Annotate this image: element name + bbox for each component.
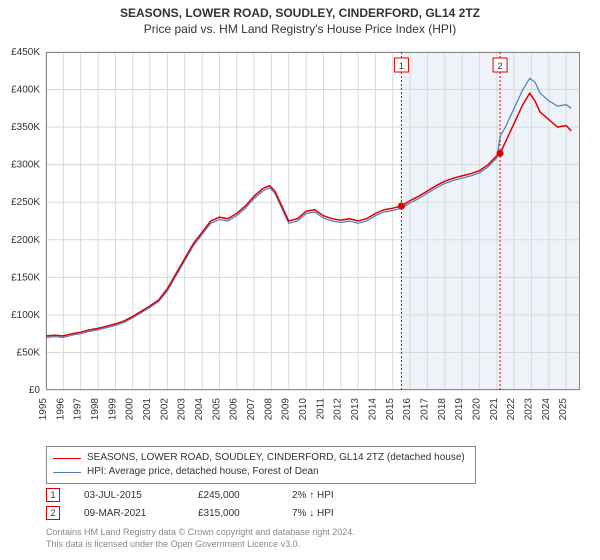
svg-text:2000: 2000 [125, 398, 136, 421]
svg-text:2009: 2009 [281, 398, 292, 421]
svg-text:2007: 2007 [246, 398, 257, 421]
marker-table: 1 03-JUL-2015 £245,000 2% ↑ HPI 2 09-MAR… [46, 486, 334, 522]
legend-label-hpi: HPI: Average price, detached house, Fore… [87, 465, 319, 479]
svg-text:2003: 2003 [177, 398, 188, 421]
marker-badge-2: 2 [46, 506, 60, 520]
legend-row-hpi: HPI: Average price, detached house, Fore… [53, 465, 469, 479]
marker-date-1: 03-JUL-2015 [84, 490, 174, 501]
chart-area: £0£50K£100K£150K£200K£250K£300K£350K£400… [46, 48, 584, 418]
svg-text:2018: 2018 [437, 398, 448, 421]
legend-label-property: SEASONS, LOWER ROAD, SOUDLEY, CINDERFORD… [87, 451, 465, 465]
marker-date-2: 09-MAR-2021 [84, 508, 174, 519]
svg-text:2012: 2012 [333, 398, 344, 421]
svg-text:£150K: £150K [11, 272, 40, 283]
svg-text:1995: 1995 [38, 398, 49, 421]
marker-row-2: 2 09-MAR-2021 £315,000 7% ↓ HPI [46, 504, 334, 522]
svg-text:2010: 2010 [298, 398, 309, 421]
svg-text:2: 2 [498, 61, 503, 71]
svg-text:1: 1 [399, 61, 404, 71]
marker-price-1: £245,000 [198, 490, 268, 501]
svg-text:2002: 2002 [159, 398, 170, 421]
legend: SEASONS, LOWER ROAD, SOUDLEY, CINDERFORD… [46, 446, 476, 484]
svg-text:£0: £0 [29, 385, 41, 396]
svg-text:2005: 2005 [211, 398, 222, 421]
marker-badge-1: 1 [46, 488, 60, 502]
svg-text:£100K: £100K [11, 310, 40, 321]
legend-row-property: SEASONS, LOWER ROAD, SOUDLEY, CINDERFORD… [53, 451, 469, 465]
svg-text:2006: 2006 [229, 398, 240, 421]
svg-text:2022: 2022 [506, 398, 517, 421]
svg-text:2024: 2024 [541, 398, 552, 421]
chart-svg: £0£50K£100K£150K£200K£250K£300K£350K£400… [46, 48, 584, 418]
svg-text:2019: 2019 [454, 398, 465, 421]
svg-text:2014: 2014 [367, 398, 378, 421]
svg-text:2016: 2016 [402, 398, 413, 421]
svg-text:£250K: £250K [11, 197, 40, 208]
svg-text:1998: 1998 [90, 398, 101, 421]
svg-text:2025: 2025 [558, 398, 569, 421]
svg-text:2015: 2015 [385, 398, 396, 421]
svg-text:2020: 2020 [471, 398, 482, 421]
svg-text:£400K: £400K [11, 85, 40, 96]
svg-text:2008: 2008 [263, 398, 274, 421]
svg-text:2021: 2021 [489, 398, 500, 421]
svg-text:2023: 2023 [523, 398, 534, 421]
svg-text:£200K: £200K [11, 235, 40, 246]
legend-swatch-property [53, 458, 81, 459]
svg-text:1996: 1996 [55, 398, 66, 421]
svg-text:£300K: £300K [11, 160, 40, 171]
svg-text:£350K: £350K [11, 122, 40, 133]
marker-row-1: 1 03-JUL-2015 £245,000 2% ↑ HPI [46, 486, 334, 504]
marker-delta-1: 2% ↑ HPI [292, 490, 334, 501]
footer: Contains HM Land Registry data © Crown c… [46, 526, 355, 550]
chart-subtitle: Price paid vs. HM Land Registry's House … [0, 20, 600, 40]
marker-delta-2: 7% ↓ HPI [292, 508, 334, 519]
svg-text:2017: 2017 [419, 398, 430, 421]
svg-text:2004: 2004 [194, 398, 205, 421]
svg-text:1997: 1997 [73, 398, 84, 421]
svg-text:2011: 2011 [315, 398, 326, 420]
chart-container: SEASONS, LOWER ROAD, SOUDLEY, CINDERFORD… [0, 0, 600, 560]
marker-price-2: £315,000 [198, 508, 268, 519]
svg-text:£450K: £450K [11, 47, 40, 58]
legend-swatch-hpi [53, 472, 81, 473]
svg-text:2001: 2001 [142, 398, 153, 421]
svg-text:2013: 2013 [350, 398, 361, 421]
svg-text:£50K: £50K [17, 347, 41, 358]
svg-text:1999: 1999 [107, 398, 118, 421]
chart-title: SEASONS, LOWER ROAD, SOUDLEY, CINDERFORD… [0, 0, 600, 20]
footer-line-2: This data is licensed under the Open Gov… [46, 538, 355, 550]
footer-line-1: Contains HM Land Registry data © Crown c… [46, 526, 355, 538]
